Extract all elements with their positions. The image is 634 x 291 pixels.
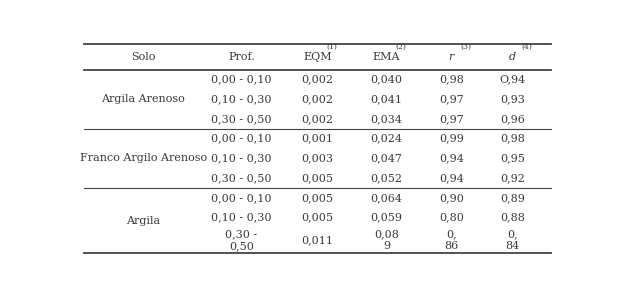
Text: 0,002: 0,002 bbox=[302, 114, 333, 124]
Text: 0,94: 0,94 bbox=[439, 173, 463, 183]
Text: 0,064: 0,064 bbox=[370, 193, 403, 203]
Text: d: d bbox=[509, 52, 516, 62]
Text: (1): (1) bbox=[327, 42, 337, 51]
Text: 0,00 - 0,10: 0,00 - 0,10 bbox=[211, 193, 271, 203]
Text: 0,99: 0,99 bbox=[439, 134, 463, 144]
Text: 0,93: 0,93 bbox=[500, 94, 525, 104]
Text: Prof.: Prof. bbox=[228, 52, 255, 62]
Text: 0,011: 0,011 bbox=[302, 235, 333, 245]
Text: 0,00 - 0,10: 0,00 - 0,10 bbox=[211, 74, 271, 84]
Text: 0,30 -
0,50: 0,30 - 0,50 bbox=[225, 230, 257, 251]
Text: 0,88: 0,88 bbox=[500, 212, 525, 223]
Text: 0,30 - 0,50: 0,30 - 0,50 bbox=[211, 114, 271, 124]
Text: 0,10 - 0,30: 0,10 - 0,30 bbox=[211, 212, 271, 223]
Text: 0,024: 0,024 bbox=[370, 134, 403, 144]
Text: (2): (2) bbox=[395, 42, 406, 51]
Text: 0,052: 0,052 bbox=[370, 173, 403, 183]
Text: (4): (4) bbox=[521, 42, 533, 51]
Text: 0,10 - 0,30: 0,10 - 0,30 bbox=[211, 153, 271, 163]
Text: 0,08
9: 0,08 9 bbox=[374, 230, 399, 251]
Text: 0,90: 0,90 bbox=[439, 193, 463, 203]
Text: 0,001: 0,001 bbox=[302, 134, 333, 144]
Text: 0,98: 0,98 bbox=[500, 134, 525, 144]
Text: 0,002: 0,002 bbox=[302, 74, 333, 84]
Text: 0,95: 0,95 bbox=[500, 153, 525, 163]
Text: 0,005: 0,005 bbox=[302, 173, 333, 183]
Text: 0,003: 0,003 bbox=[302, 153, 333, 163]
Text: 0,047: 0,047 bbox=[370, 153, 403, 163]
Text: (3): (3) bbox=[460, 42, 471, 51]
Text: r: r bbox=[448, 52, 454, 62]
Text: 0,97: 0,97 bbox=[439, 114, 463, 124]
Text: Solo: Solo bbox=[131, 52, 155, 62]
Text: EQM: EQM bbox=[303, 52, 332, 62]
Text: 0,00 - 0,10: 0,00 - 0,10 bbox=[211, 134, 271, 144]
Text: 0,005: 0,005 bbox=[302, 193, 333, 203]
Text: 0,10 - 0,30: 0,10 - 0,30 bbox=[211, 94, 271, 104]
Text: 0,005: 0,005 bbox=[302, 212, 333, 223]
Text: 0,034: 0,034 bbox=[370, 114, 403, 124]
Text: 0,040: 0,040 bbox=[370, 74, 403, 84]
Text: Franco Argilo Arenoso: Franco Argilo Arenoso bbox=[79, 153, 207, 163]
Text: 0,89: 0,89 bbox=[500, 193, 525, 203]
Text: EMA: EMA bbox=[373, 52, 400, 62]
Text: Argila Arenoso: Argila Arenoso bbox=[101, 94, 185, 104]
Text: 0,041: 0,041 bbox=[370, 94, 403, 104]
Text: Argila: Argila bbox=[126, 216, 160, 226]
Text: 0,002: 0,002 bbox=[302, 94, 333, 104]
Text: 0,94: 0,94 bbox=[439, 153, 463, 163]
Text: 0,96: 0,96 bbox=[500, 114, 525, 124]
Text: 0,80: 0,80 bbox=[439, 212, 463, 223]
Text: 0,
84: 0, 84 bbox=[505, 230, 520, 251]
Text: 0,98: 0,98 bbox=[439, 74, 463, 84]
Text: 0,
86: 0, 86 bbox=[444, 230, 458, 251]
Text: 0,059: 0,059 bbox=[370, 212, 403, 223]
Text: 0,30 - 0,50: 0,30 - 0,50 bbox=[211, 173, 271, 183]
Text: O,94: O,94 bbox=[500, 74, 526, 84]
Text: 0,92: 0,92 bbox=[500, 173, 525, 183]
Text: 0,97: 0,97 bbox=[439, 94, 463, 104]
